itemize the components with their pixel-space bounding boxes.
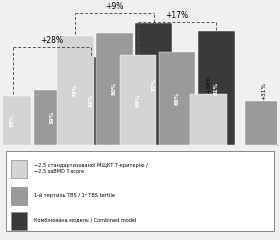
Bar	[136, 23, 172, 145]
Text: 1-й тертиль TBS / 1ᵈ TBS tertile: 1-й тертиль TBS / 1ᵈ TBS tertile	[34, 193, 115, 198]
Bar	[57, 36, 94, 145]
Text: +28%: +28%	[40, 36, 63, 45]
Text: −2.5 стандартизованої МЩКТ Т-критерію /
−2.5 saBMD T-score: −2.5 стандартизованої МЩКТ Т-критерію / …	[34, 163, 148, 174]
Text: 63%: 63%	[88, 94, 94, 107]
Text: 39%: 39%	[49, 111, 54, 124]
Text: Комбінована модель / Combined model: Комбінована модель / Combined model	[34, 217, 137, 222]
Bar	[190, 94, 227, 145]
Bar	[159, 52, 195, 145]
FancyBboxPatch shape	[6, 151, 274, 231]
Text: +31%: +31%	[261, 82, 266, 100]
Text: +9%: +9%	[105, 2, 124, 11]
Bar	[198, 31, 235, 145]
Text: 66%: 66%	[175, 92, 180, 105]
Text: +17%: +17%	[166, 11, 189, 19]
Bar	[73, 57, 109, 145]
Text: 80%: 80%	[112, 82, 117, 95]
Bar	[0, 96, 31, 145]
Text: 64%: 64%	[136, 93, 141, 107]
FancyBboxPatch shape	[11, 212, 27, 230]
Bar	[120, 55, 156, 145]
Text: 87%: 87%	[151, 77, 156, 90]
FancyBboxPatch shape	[11, 160, 27, 178]
Text: 78%: 78%	[73, 84, 78, 97]
Bar	[245, 102, 280, 145]
Text: 35%: 35%	[10, 114, 15, 127]
Text: +36%: +36%	[206, 75, 211, 93]
Text: 81%: 81%	[214, 82, 219, 95]
Bar	[96, 33, 133, 145]
Bar	[34, 90, 70, 145]
FancyBboxPatch shape	[11, 187, 27, 205]
